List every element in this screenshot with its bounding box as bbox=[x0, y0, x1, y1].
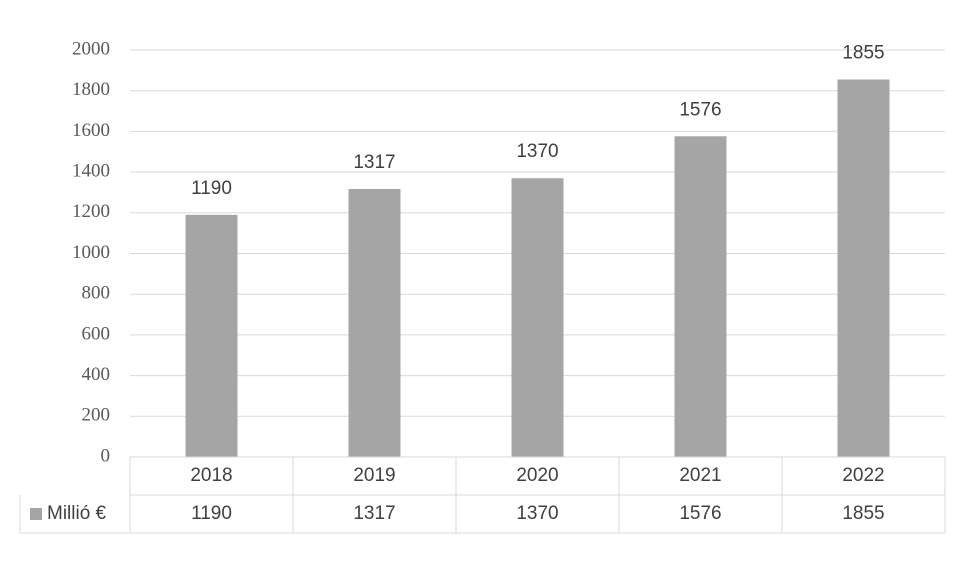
legend-label: Millió € bbox=[47, 503, 107, 524]
y-tick-label: 1600 bbox=[72, 120, 110, 141]
table-value: 1190 bbox=[191, 503, 232, 524]
legend-swatch bbox=[30, 508, 42, 520]
data-label: 1855 bbox=[842, 43, 884, 64]
x-tick-label: 2020 bbox=[516, 465, 558, 486]
bar bbox=[348, 188, 401, 458]
bar bbox=[837, 79, 890, 457]
table-value: 1317 bbox=[353, 503, 395, 524]
y-tick-label: 1200 bbox=[72, 201, 110, 222]
y-tick-label: 1800 bbox=[72, 79, 110, 100]
table-value: 1370 bbox=[516, 503, 558, 524]
x-tick-label: 2021 bbox=[679, 465, 721, 486]
data-label: 1317 bbox=[353, 152, 395, 173]
x-tick-label: 2018 bbox=[190, 465, 232, 486]
bar bbox=[511, 178, 564, 457]
y-tick-label: 400 bbox=[82, 364, 111, 385]
y-tick-label: 0 bbox=[101, 445, 111, 466]
y-tick-label: 200 bbox=[82, 405, 111, 426]
y-tick-label: 600 bbox=[82, 323, 111, 344]
y-tick-label: 1400 bbox=[72, 160, 110, 181]
bar bbox=[674, 136, 727, 457]
x-tick-label: 2019 bbox=[353, 465, 395, 486]
data-label: 1190 bbox=[191, 178, 232, 199]
data-label: 1370 bbox=[516, 141, 558, 162]
table-value: 1576 bbox=[679, 503, 721, 524]
y-tick-label: 800 bbox=[82, 283, 111, 304]
y-tick-label: 2000 bbox=[72, 38, 110, 59]
table-value: 1855 bbox=[842, 503, 884, 524]
bar bbox=[185, 214, 238, 457]
x-tick-label: 2022 bbox=[842, 465, 884, 486]
y-tick-label: 1000 bbox=[72, 242, 110, 263]
data-label: 1576 bbox=[679, 99, 721, 120]
